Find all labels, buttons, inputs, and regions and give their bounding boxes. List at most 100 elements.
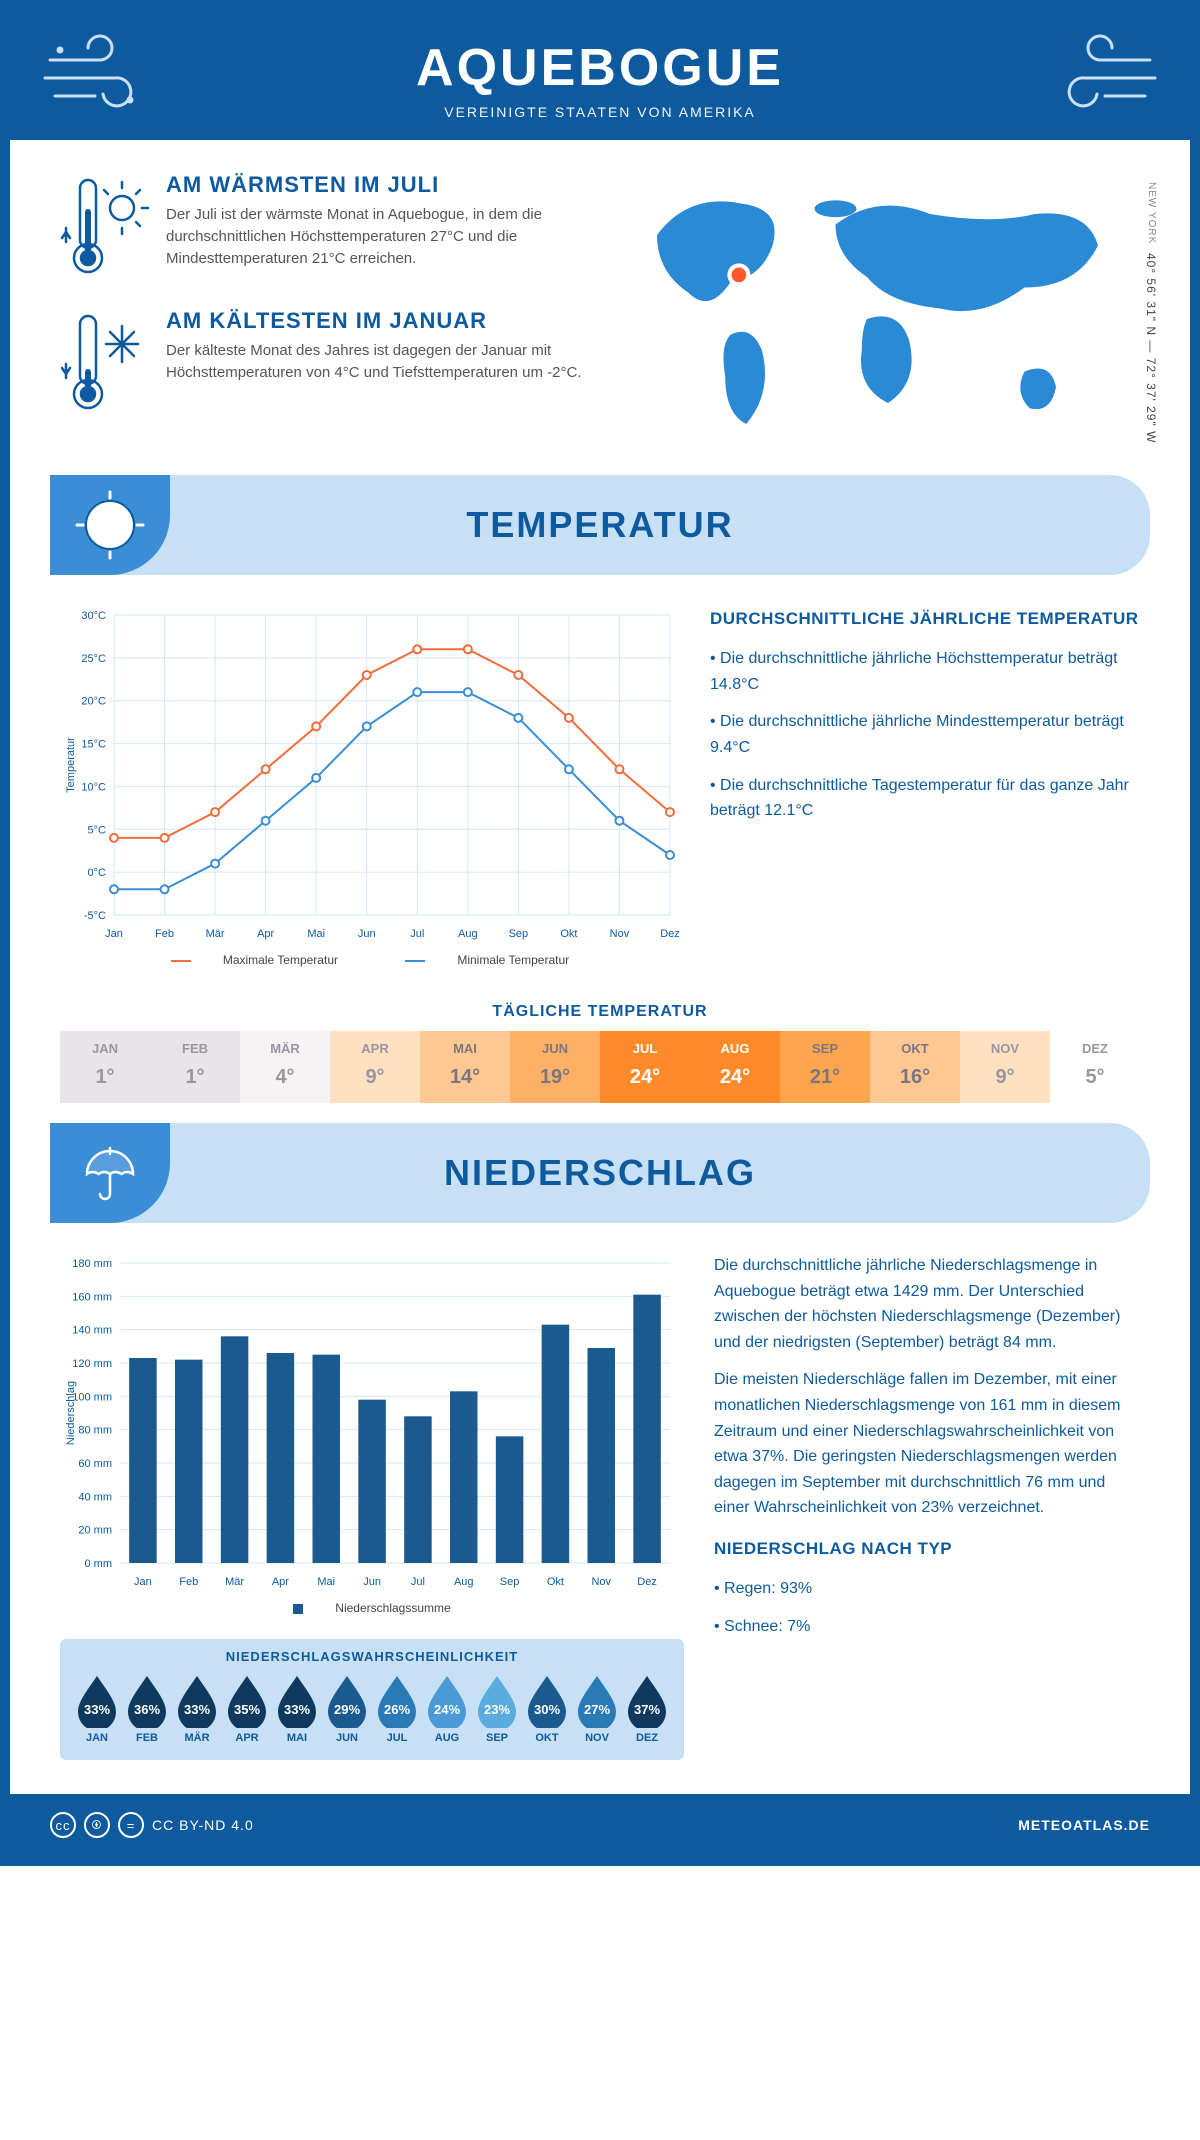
svg-text:15°C: 15°C xyxy=(81,739,106,751)
daily-temp-cell: FEB1° xyxy=(150,1031,240,1103)
warmest-text: Der Juli ist der wärmste Monat in Aquebo… xyxy=(166,204,585,269)
daily-temp-cell: SEP21° xyxy=(780,1031,870,1103)
sun-icon xyxy=(50,475,170,575)
svg-text:160 mm: 160 mm xyxy=(72,1291,112,1303)
daily-temp-cell: APR9° xyxy=(330,1031,420,1103)
svg-text:Jul: Jul xyxy=(410,928,424,940)
precipitation-legend: Niederschlagssumme xyxy=(60,1593,684,1623)
temperature-bullet: • Die durchschnittliche jährliche Höchst… xyxy=(710,646,1140,697)
svg-text:120 mm: 120 mm xyxy=(72,1358,112,1370)
svg-text:-5°C: -5°C xyxy=(84,910,106,922)
svg-text:Sep: Sep xyxy=(500,1576,520,1588)
intro-section: AM WÄRMSTEN IM JULI Der Juli ist der wär… xyxy=(10,140,1190,465)
precip-prob-item: 33%MÄR xyxy=(174,1674,220,1744)
svg-text:100 mm: 100 mm xyxy=(72,1391,112,1403)
temperature-title: TEMPERATUR xyxy=(466,504,733,546)
precip-prob-item: 23%SEP xyxy=(474,1674,520,1744)
thermometer-cold-icon xyxy=(60,308,150,418)
svg-text:60 mm: 60 mm xyxy=(78,1458,112,1470)
svg-text:Aug: Aug xyxy=(454,1576,474,1588)
precipitation-type-bullet: • Schnee: 7% xyxy=(714,1614,1140,1640)
svg-text:Jun: Jun xyxy=(358,928,376,940)
umbrella-icon xyxy=(50,1123,170,1223)
daily-temperature-row: JAN1°FEB1°MÄR4°APR9°MAI14°JUN19°JUL24°AU… xyxy=(60,1031,1140,1103)
temperature-section-header: TEMPERATUR xyxy=(50,475,1150,575)
precipitation-section-header: NIEDERSCHLAG xyxy=(50,1123,1150,1223)
svg-text:25°C: 25°C xyxy=(81,653,106,665)
daily-temp-cell: JAN1° xyxy=(60,1031,150,1103)
svg-text:Okt: Okt xyxy=(560,928,577,940)
page-title: AQUEBOGUE xyxy=(10,38,1190,98)
warmest-block: AM WÄRMSTEN IM JULI Der Juli ist der wär… xyxy=(60,172,585,282)
world-map-block: NEW YORK 40° 56' 31" N — 72° 37' 29" W xyxy=(615,172,1140,445)
footer: cc 🅯 = CC BY-ND 4.0 METEOATLAS.DE xyxy=(10,1794,1190,1856)
precip-prob-item: 35%APR xyxy=(224,1674,270,1744)
precipitation-bar-chart: 0 mm 20 mm 40 mm 60 mm 80 mm 100 mm 120 mm 140 … xyxy=(60,1253,680,1593)
svg-text:Temperatur: Temperatur xyxy=(65,737,77,793)
cc-icon: cc xyxy=(50,1812,76,1838)
daily-temp-cell: OKT16° xyxy=(870,1031,960,1103)
precipitation-title: NIEDERSCHLAG xyxy=(444,1152,756,1194)
svg-text:30°C: 30°C xyxy=(81,610,106,622)
svg-text:Aug: Aug xyxy=(458,928,478,940)
coldest-text: Der kälteste Monat des Jahres ist dagege… xyxy=(166,340,585,384)
world-map-icon xyxy=(615,172,1140,445)
daily-temp-title: TÄGLICHE TEMPERATUR xyxy=(10,1003,1190,1021)
svg-text:20°C: 20°C xyxy=(81,696,106,708)
svg-text:Mär: Mär xyxy=(225,1576,244,1588)
daily-temp-cell: NOV9° xyxy=(960,1031,1050,1103)
svg-text:Apr: Apr xyxy=(257,928,274,940)
svg-text:20 mm: 20 mm xyxy=(78,1525,112,1537)
temperature-bullet: • Die durchschnittliche Tagestemperatur … xyxy=(710,773,1140,824)
svg-text:Niederschlag: Niederschlag xyxy=(65,1381,77,1445)
precip-prob-item: 33%MAI xyxy=(274,1674,320,1744)
precip-prob-item: 30%OKT xyxy=(524,1674,570,1744)
svg-text:Nov: Nov xyxy=(610,928,630,940)
svg-text:Nov: Nov xyxy=(591,1576,611,1588)
temperature-line-chart: -5°C0°C5°C10°C15°C20°C25°C30°CJanFebMärA… xyxy=(60,605,680,945)
warmest-title: AM WÄRMSTEN IM JULI xyxy=(166,172,585,198)
precip-prob-item: 27%NOV xyxy=(574,1674,620,1744)
svg-text:Jan: Jan xyxy=(134,1576,152,1588)
site-name: METEOATLAS.DE xyxy=(1018,1817,1150,1833)
svg-text:Dez: Dez xyxy=(660,928,680,940)
by-icon: 🅯 xyxy=(84,1812,110,1838)
svg-text:10°C: 10°C xyxy=(81,781,106,793)
precipitation-probability-box: NIEDERSCHLAGSWAHRSCHEINLICHKEIT 33%JAN36… xyxy=(60,1639,684,1760)
svg-text:Sep: Sep xyxy=(509,928,529,940)
precip-prob-item: 24%AUG xyxy=(424,1674,470,1744)
page-subtitle: VEREINIGTE STAATEN VON AMERIKA xyxy=(10,104,1190,120)
temperature-legend: Maximale Temperatur Minimale Temperatur xyxy=(60,945,680,975)
svg-text:0 mm: 0 mm xyxy=(85,1558,113,1570)
svg-text:Jan: Jan xyxy=(105,928,123,940)
temperature-summary: DURCHSCHNITTLICHE JÄHRLICHE TEMPERATUR •… xyxy=(710,605,1140,975)
daily-temp-cell: MÄR4° xyxy=(240,1031,330,1103)
svg-text:Mai: Mai xyxy=(307,928,325,940)
header: AQUEBOGUE VEREINIGTE STAATEN VON AMERIKA xyxy=(10,10,1190,140)
daily-temp-cell: JUL24° xyxy=(600,1031,690,1103)
nd-icon: = xyxy=(118,1812,144,1838)
coordinates: NEW YORK 40° 56' 31" N — 72° 37' 29" W xyxy=(1144,182,1158,443)
coldest-title: AM KÄLTESTEN IM JANUAR xyxy=(166,308,585,334)
precip-prob-item: 26%JUL xyxy=(374,1674,420,1744)
svg-text:80 mm: 80 mm xyxy=(78,1425,112,1437)
precip-prob-item: 29%JUN xyxy=(324,1674,370,1744)
svg-text:40 mm: 40 mm xyxy=(78,1491,112,1503)
infographic-container: AQUEBOGUE VEREINIGTE STAATEN VON AMERIKA… xyxy=(0,0,1200,1866)
svg-text:Mai: Mai xyxy=(317,1576,335,1588)
precipitation-paragraph: Die durchschnittliche jährliche Niedersc… xyxy=(714,1253,1140,1355)
precipitation-summary: Die durchschnittliche jährliche Niedersc… xyxy=(714,1253,1140,1760)
svg-text:Mär: Mär xyxy=(206,928,225,940)
svg-text:180 mm: 180 mm xyxy=(72,1258,112,1270)
svg-text:Apr: Apr xyxy=(272,1576,289,1588)
license-block: cc 🅯 = CC BY-ND 4.0 xyxy=(50,1812,254,1838)
svg-text:Okt: Okt xyxy=(547,1576,564,1588)
temperature-bullet: • Die durchschnittliche jährliche Mindes… xyxy=(710,709,1140,760)
svg-text:0°C: 0°C xyxy=(88,867,107,879)
svg-text:Dez: Dez xyxy=(637,1576,657,1588)
svg-text:140 mm: 140 mm xyxy=(72,1325,112,1337)
coldest-block: AM KÄLTESTEN IM JANUAR Der kälteste Mona… xyxy=(60,308,585,418)
daily-temp-cell: MAI14° xyxy=(420,1031,510,1103)
temperature-chart-row: -5°C0°C5°C10°C15°C20°C25°C30°CJanFebMärA… xyxy=(10,575,1190,985)
precip-prob-item: 36%FEB xyxy=(124,1674,170,1744)
